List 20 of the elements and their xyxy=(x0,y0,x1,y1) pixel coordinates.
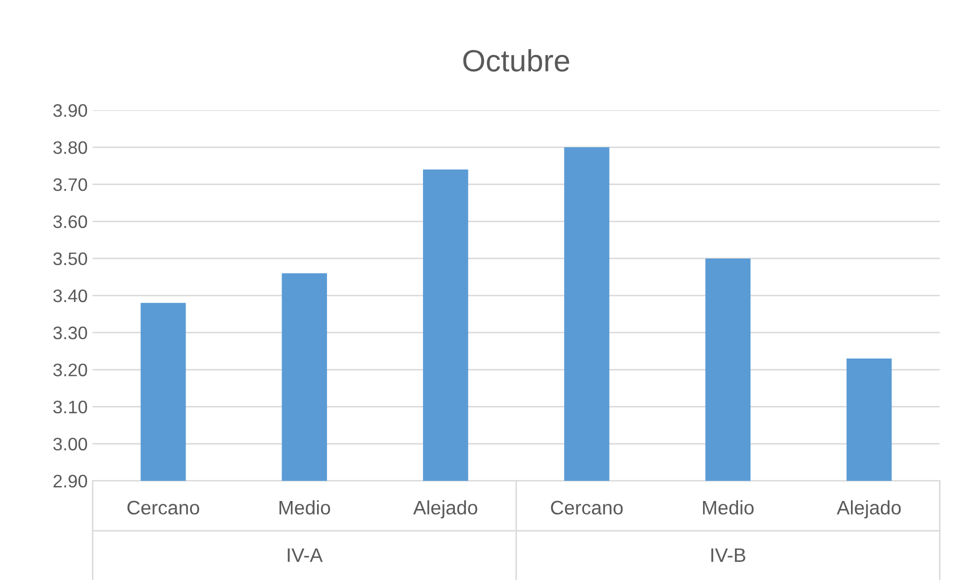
text: IV-B xyxy=(711,548,746,562)
y-tick-label: 3.30 xyxy=(53,326,88,340)
y-tick-label: 3.70 xyxy=(53,178,88,192)
text: IV-A xyxy=(288,548,323,562)
x-tick-label: Cercano xyxy=(551,500,623,515)
x-tick-label: Medio xyxy=(280,500,330,515)
y-tick-label: 3.00 xyxy=(53,438,88,450)
y-tick-label: 3.90 xyxy=(53,104,88,117)
x-tick-label: Medio xyxy=(703,500,754,515)
y-tick-label: 3.50 xyxy=(53,252,88,266)
y-tick-label: 3.80 xyxy=(53,141,88,154)
y-tick-label: 3.20 xyxy=(53,364,88,376)
y-tick-label: 3.60 xyxy=(53,215,88,228)
y-tick-label: 2.90 xyxy=(54,474,88,488)
x-tick-label: Cercano xyxy=(127,500,200,515)
chart-title: Octubre xyxy=(463,49,570,72)
x-tick-label: Alejado xyxy=(413,500,478,518)
y-tick-label: 3.40 xyxy=(53,289,88,302)
y-tick-label: 3.10 xyxy=(53,400,88,414)
x-tick-label: Alejado xyxy=(836,500,901,518)
